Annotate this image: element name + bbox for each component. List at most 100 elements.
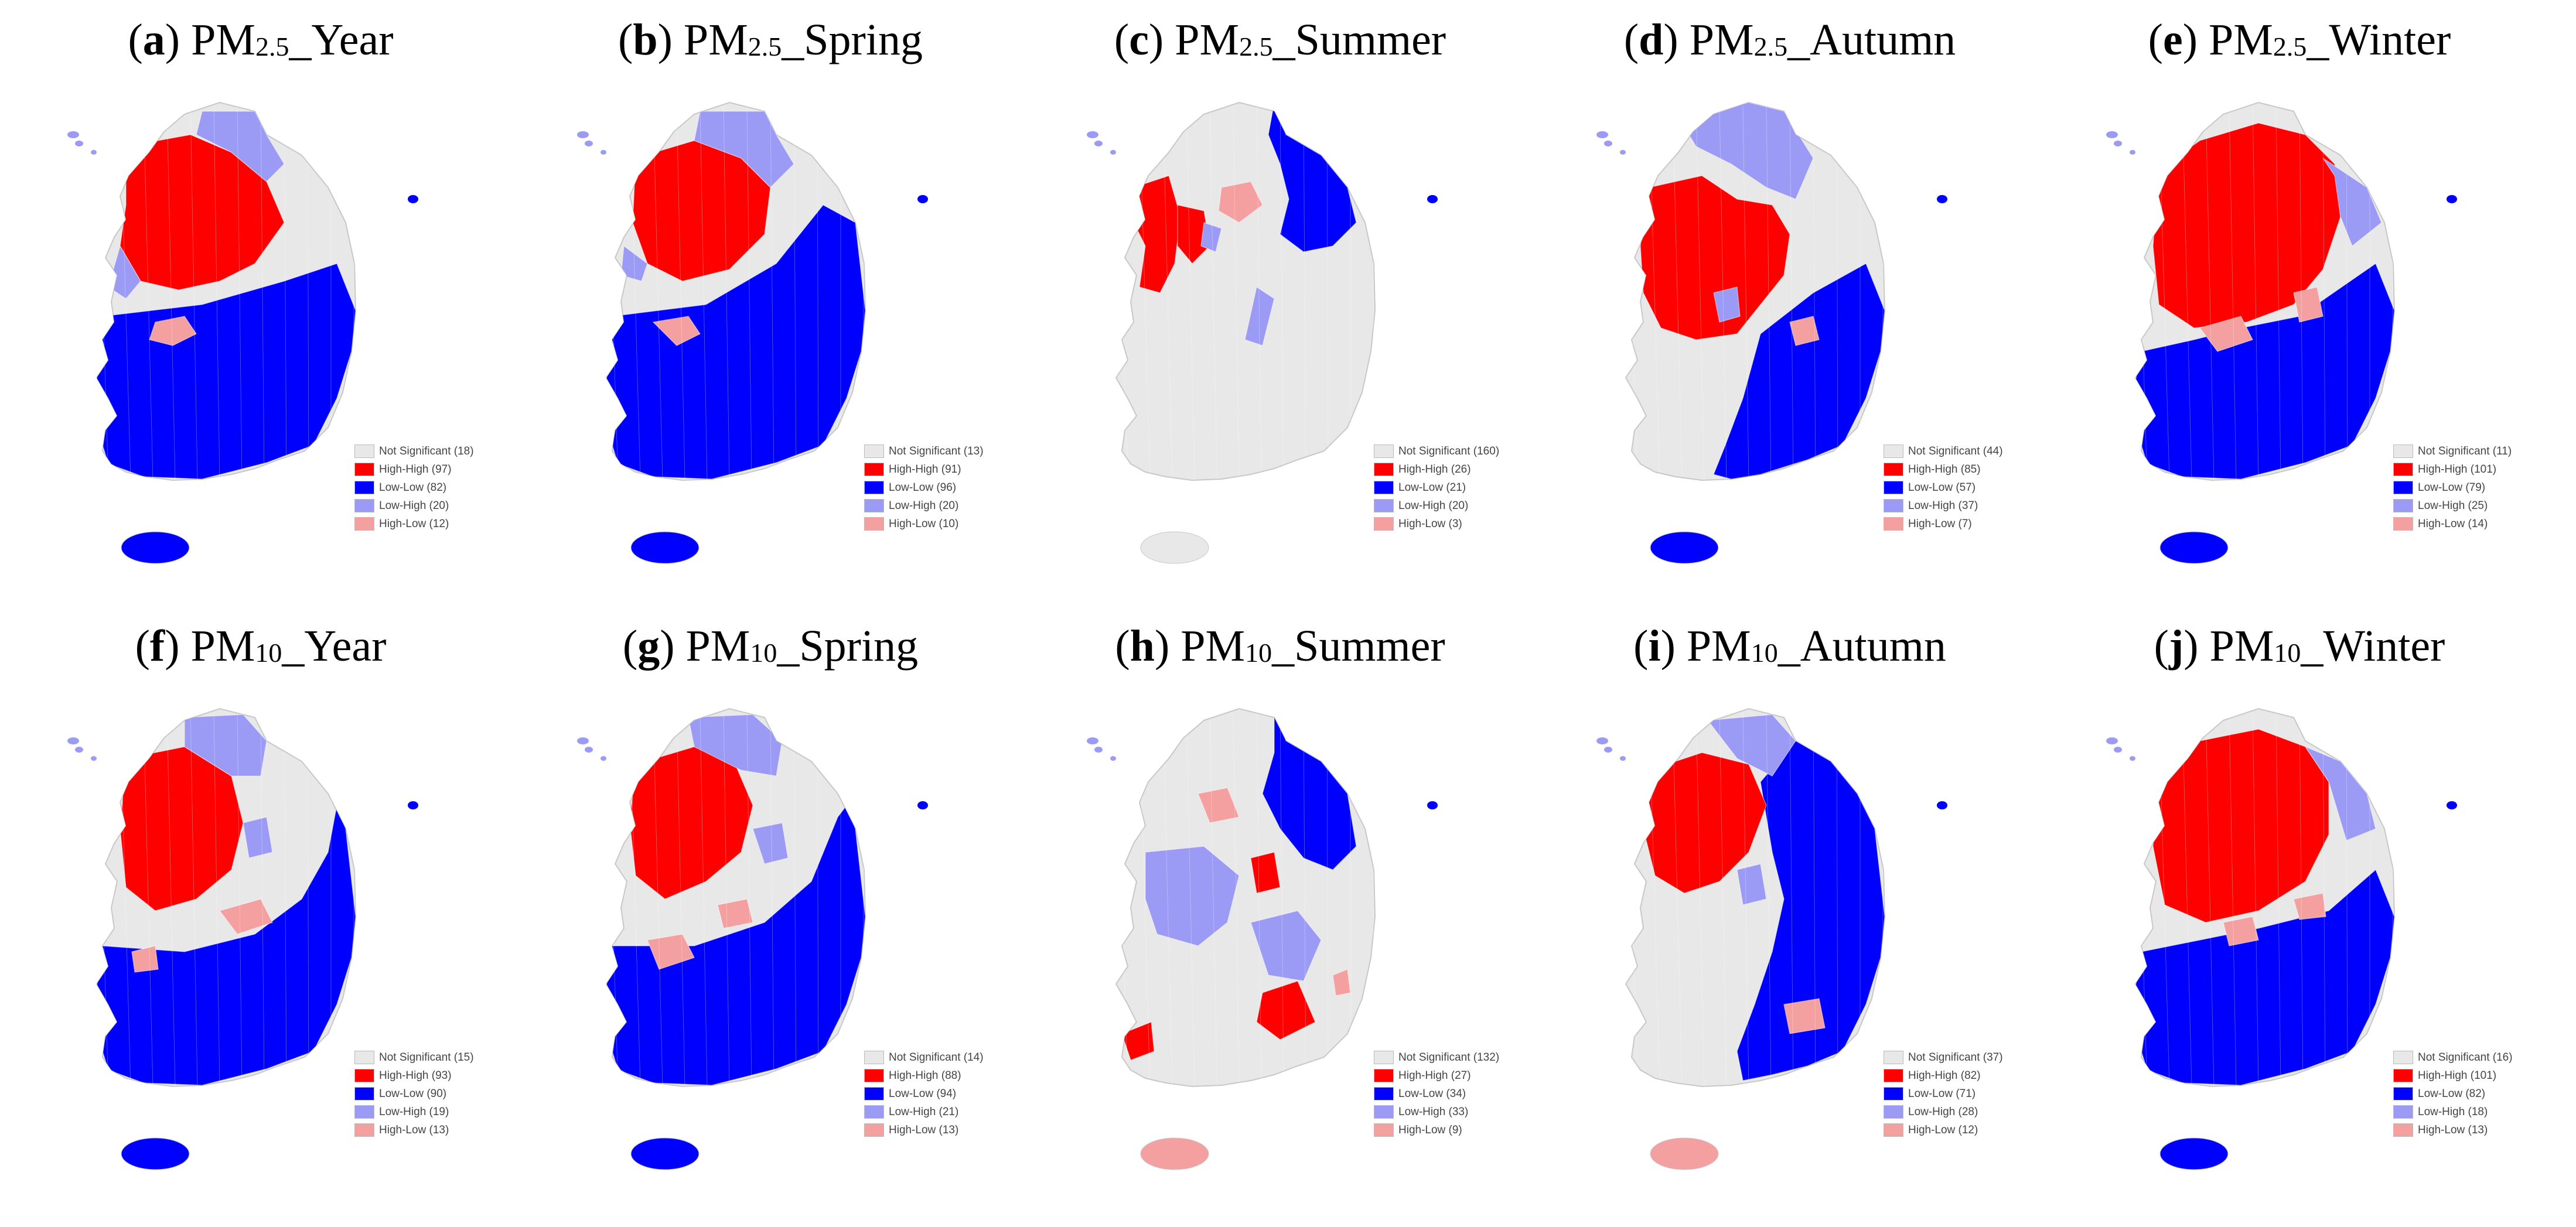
district-line [166, 105, 176, 480]
panel-label: e [2162, 15, 2183, 64]
district-line [1719, 711, 1727, 1086]
pollutant-subscript: 10 [750, 638, 777, 668]
district-line [1766, 105, 1772, 480]
island [601, 756, 606, 761]
legend-label: High-Low (9) [1398, 1123, 1462, 1136]
island [1087, 737, 1098, 744]
legend-label: Low-Low (21) [1398, 481, 1466, 494]
legend-swatch [1374, 1051, 1394, 1064]
district-line [770, 105, 774, 480]
island [601, 150, 606, 155]
district-line [1626, 105, 1638, 480]
legend-item: High-Low (3) [1374, 515, 1499, 533]
region-low-high [620, 245, 648, 282]
district-line [700, 105, 708, 480]
legend-item: Not Significant (37) [1884, 1048, 2003, 1067]
region-high-low [1332, 969, 1351, 996]
panel-title: (g) PM10_Spring [622, 621, 919, 671]
legend-item: Not Significant (16) [2393, 1048, 2513, 1067]
district-line [307, 711, 309, 1086]
district-line [1233, 105, 1240, 480]
map-panel-i: (i) PM10_Autumn Not Significant (37) High-… [1538, 612, 2042, 1215]
legend-item: Low-Low (82) [354, 479, 474, 497]
panel-title: (c) PM2.5_Summer [1114, 15, 1446, 64]
legend-item: Not Significant (160) [1374, 442, 1499, 460]
island [2114, 747, 2122, 753]
period-name: _Summer [1272, 15, 1446, 64]
district-line [1186, 105, 1195, 480]
district-line [653, 105, 663, 480]
legend-item: Low-Low (96) [864, 479, 984, 497]
region-high-high [120, 134, 285, 290]
pollutant-name: PM [685, 621, 750, 671]
pollutant-subscript: 10 [2274, 638, 2301, 668]
legend-swatch [1884, 1069, 1903, 1082]
district-line [2322, 105, 2326, 480]
legend-label: High-High (82) [1908, 1069, 1981, 1082]
pollutant-name: PM [1689, 15, 1754, 64]
district-line [1695, 105, 1705, 480]
panel-title: (h) PM10_Summer [1115, 621, 1445, 671]
pollutant-subscript: 10 [1245, 638, 1272, 668]
island [1604, 747, 1612, 753]
panel-label: i [1648, 621, 1661, 671]
island [2130, 756, 2135, 761]
panel-label: f [149, 621, 165, 671]
korea-lisa-map [1087, 708, 1438, 1170]
district-line [190, 105, 198, 480]
legend-label: Not Significant (11) [2418, 445, 2512, 457]
legend-label: High-Low (7) [1908, 517, 1972, 530]
region-low-high [1678, 102, 1814, 200]
district-line [2252, 711, 2259, 1086]
district-line [2322, 711, 2326, 1086]
district-line [260, 711, 265, 1086]
legend-label: Low-High (20) [379, 499, 449, 512]
legend-label: Low-Low (90) [379, 1087, 447, 1100]
region-low-low [1713, 263, 1885, 480]
jeju-island [2159, 531, 2229, 564]
legend: Not Significant (15) High-High (93) Low-Lo… [354, 1048, 474, 1139]
map-panel-j: (j) PM10_Winter Not Significant (16) High-… [2048, 612, 2551, 1215]
region-high-low [652, 316, 701, 346]
district-line [1209, 711, 1217, 1086]
district-line [817, 711, 819, 1086]
region-high-low [2293, 893, 2326, 920]
legend-swatch [1374, 1087, 1394, 1100]
island [1596, 131, 1608, 138]
legend-item: High-High (97) [354, 460, 474, 479]
district-line [1256, 711, 1262, 1086]
district-line [1162, 711, 1173, 1086]
legend-label: Low-High (20) [1398, 499, 1469, 512]
panel-label: h [1130, 621, 1155, 671]
district-line [1719, 105, 1727, 480]
legend-swatch [354, 1051, 374, 1064]
legend-swatch [864, 463, 884, 476]
legend-swatch [864, 499, 884, 512]
district-line [97, 105, 109, 480]
legend-item: Not Significant (15) [354, 1048, 474, 1067]
panel-label: c [1129, 15, 1149, 64]
map-panel-a: (a) PM2.5_Year Not Significant (18) High-H… [9, 6, 513, 609]
legend-item: High-High (91) [864, 460, 984, 479]
district-line [817, 105, 819, 480]
island [1604, 141, 1612, 146]
legend-item: Not Significant (13) [864, 442, 984, 460]
district-line [237, 105, 243, 480]
map-panel-d: (d) PM2.5_Autumn Not Significant (44) High… [1538, 6, 2042, 609]
region-high-high [1177, 204, 1210, 264]
legend: Not Significant (11) High-High (101) Low-L… [2393, 442, 2512, 533]
legend-item: High-High (93) [354, 1067, 474, 1085]
legend-swatch [864, 1087, 884, 1100]
district-line [1626, 711, 1638, 1086]
legend-item: Low-Low (90) [354, 1085, 474, 1103]
island [2114, 141, 2122, 146]
legend-label: Low-Low (94) [889, 1087, 957, 1100]
legend-label: High-High (88) [889, 1069, 961, 1082]
legend-item: High-Low (13) [2393, 1121, 2513, 1139]
legend-label: High-High (91) [889, 463, 961, 476]
district-line [746, 711, 752, 1086]
legend-swatch [864, 481, 884, 494]
legend-swatch [354, 1069, 374, 1082]
legend-swatch [2393, 481, 2413, 494]
district-line [2135, 105, 2148, 480]
